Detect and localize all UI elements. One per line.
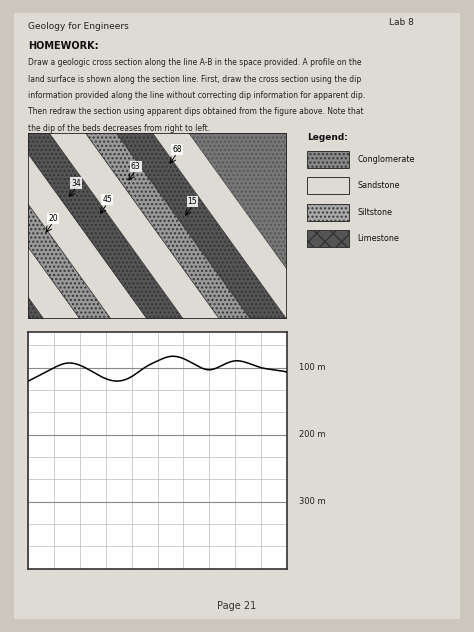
- Text: the dip of the beds decreases from right to left.: the dip of the beds decreases from right…: [28, 124, 210, 133]
- Polygon shape: [28, 133, 287, 319]
- Text: Draw a geologic cross section along the line A-B in the space provided. A profil: Draw a geologic cross section along the …: [28, 58, 362, 67]
- Text: Conglomerate: Conglomerate: [358, 155, 415, 164]
- Text: Siltstone: Siltstone: [358, 208, 393, 217]
- Text: 63: 63: [131, 162, 140, 171]
- Bar: [307, 150, 349, 167]
- Text: 100 m: 100 m: [299, 363, 325, 372]
- Polygon shape: [13, 133, 183, 319]
- Text: 200 m: 200 m: [299, 430, 325, 439]
- Text: Sandstone: Sandstone: [358, 181, 400, 190]
- Text: HOMEWORK:: HOMEWORK:: [28, 41, 99, 51]
- Text: Legend:: Legend:: [307, 133, 348, 142]
- Text: 20: 20: [48, 214, 58, 223]
- Polygon shape: [49, 133, 219, 319]
- Polygon shape: [0, 133, 147, 319]
- Text: Lab 8: Lab 8: [389, 18, 413, 27]
- Polygon shape: [0, 133, 80, 319]
- Text: land surface is shown along the section line. First, draw the cross section usin: land surface is shown along the section …: [28, 75, 362, 83]
- Text: 300 m: 300 m: [299, 497, 325, 506]
- Text: 34: 34: [72, 179, 81, 188]
- Text: information provided along the line without correcting dip information for appar: information provided along the line with…: [28, 91, 365, 100]
- Text: 68: 68: [172, 145, 182, 154]
- Text: Page 21: Page 21: [218, 601, 256, 611]
- Bar: [307, 177, 349, 194]
- Text: Then redraw the section using apparent dips obtained from the figure above. Note: Then redraw the section using apparent d…: [28, 107, 364, 116]
- Polygon shape: [116, 133, 287, 319]
- Polygon shape: [0, 133, 111, 319]
- Polygon shape: [153, 133, 323, 319]
- Bar: [307, 204, 349, 221]
- Polygon shape: [85, 133, 251, 319]
- Bar: [307, 230, 349, 247]
- Text: 45: 45: [102, 195, 112, 204]
- Polygon shape: [0, 133, 44, 319]
- Text: Limestone: Limestone: [358, 234, 400, 243]
- Text: Geology for Engineers: Geology for Engineers: [28, 22, 129, 31]
- Text: 15: 15: [188, 197, 197, 206]
